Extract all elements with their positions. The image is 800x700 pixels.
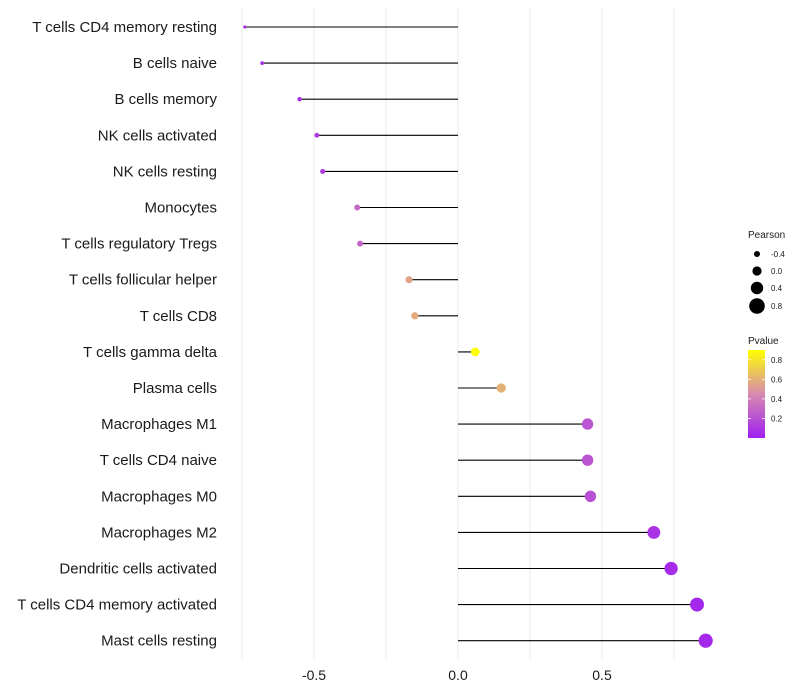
- size-legend-label: 0.4: [771, 284, 783, 293]
- color-legend-title: Pvalue: [748, 336, 779, 347]
- size-legend-label: 0.8: [771, 302, 783, 311]
- lollipop-point: [320, 168, 326, 174]
- x-tick-label: 0.5: [592, 667, 612, 683]
- lollipop-point: [584, 490, 597, 503]
- lollipop-point: [243, 25, 247, 29]
- lollipop-point: [260, 61, 264, 65]
- lollipop-point: [664, 561, 678, 576]
- category-label: B cells memory: [114, 91, 217, 108]
- grid-layer: [241, 8, 675, 660]
- point-layer: [243, 25, 713, 648]
- x-axis-tick-layer: -0.5 0.0 0.5: [302, 667, 612, 683]
- color-legend-label: 0.4: [771, 395, 783, 404]
- lollipop-point: [405, 276, 413, 284]
- lollipop-point: [581, 418, 594, 430]
- category-label: T cells regulatory Tregs: [61, 236, 217, 253]
- category-label: NK cells resting: [113, 163, 217, 180]
- lollipop-point: [581, 454, 594, 466]
- category-label-layer: T cells CD4 memory resting B cells naive B…: [17, 19, 217, 650]
- category-label: Macrophages M1: [101, 416, 217, 433]
- size-legend-title: Pearson: [748, 230, 785, 241]
- lollipop-point: [357, 240, 364, 247]
- category-label: Monocytes: [144, 200, 217, 217]
- category-label: T cells CD4 memory activated: [17, 597, 217, 614]
- color-legend-bar: [748, 350, 765, 438]
- size-legend-label: 0.0: [771, 267, 783, 276]
- category-label: NK cells activated: [98, 127, 217, 144]
- size-legend-key: [749, 298, 765, 314]
- lollipop-point: [698, 633, 713, 648]
- size-legend-key: [752, 266, 762, 276]
- stem-layer: [244, 26, 706, 642]
- lollipop-point: [647, 525, 661, 539]
- legend-layer: Pearson -0.4 0.0 0.4 0.8 Pvalue 0.8 0.6 0.4 0.2: [748, 230, 785, 438]
- category-label: T cells CD4 memory resting: [32, 19, 217, 36]
- category-label: B cells naive: [133, 55, 217, 72]
- lollipop-point: [354, 204, 361, 211]
- category-label: Macrophages M2: [101, 524, 217, 541]
- lollipop-point: [496, 383, 506, 393]
- category-label: Macrophages M0: [101, 488, 217, 505]
- color-legend-label: 0.2: [771, 414, 783, 423]
- lollipop-point: [297, 96, 302, 102]
- x-tick-label: -0.5: [302, 667, 326, 683]
- color-legend-label: 0.8: [771, 356, 783, 365]
- color-legend-label: 0.6: [771, 375, 783, 384]
- category-label: T cells follicular helper: [69, 272, 217, 289]
- category-label: T cells CD8: [140, 308, 217, 325]
- category-label: Plasma cells: [133, 380, 217, 397]
- category-label: T cells gamma delta: [83, 344, 218, 361]
- category-label: Mast cells resting: [101, 633, 217, 650]
- lollipop-point: [411, 312, 419, 320]
- size-legend-key: [754, 251, 760, 257]
- size-legend-key: [750, 281, 764, 295]
- lollipop-point: [690, 597, 705, 612]
- lollipop-point: [470, 347, 480, 357]
- x-tick-label: 0.0: [448, 667, 468, 683]
- size-legend-label: -0.4: [771, 250, 785, 259]
- lollipop-point: [314, 132, 320, 138]
- category-label: Dendritic cells activated: [59, 561, 217, 578]
- category-label: T cells CD4 naive: [100, 452, 217, 469]
